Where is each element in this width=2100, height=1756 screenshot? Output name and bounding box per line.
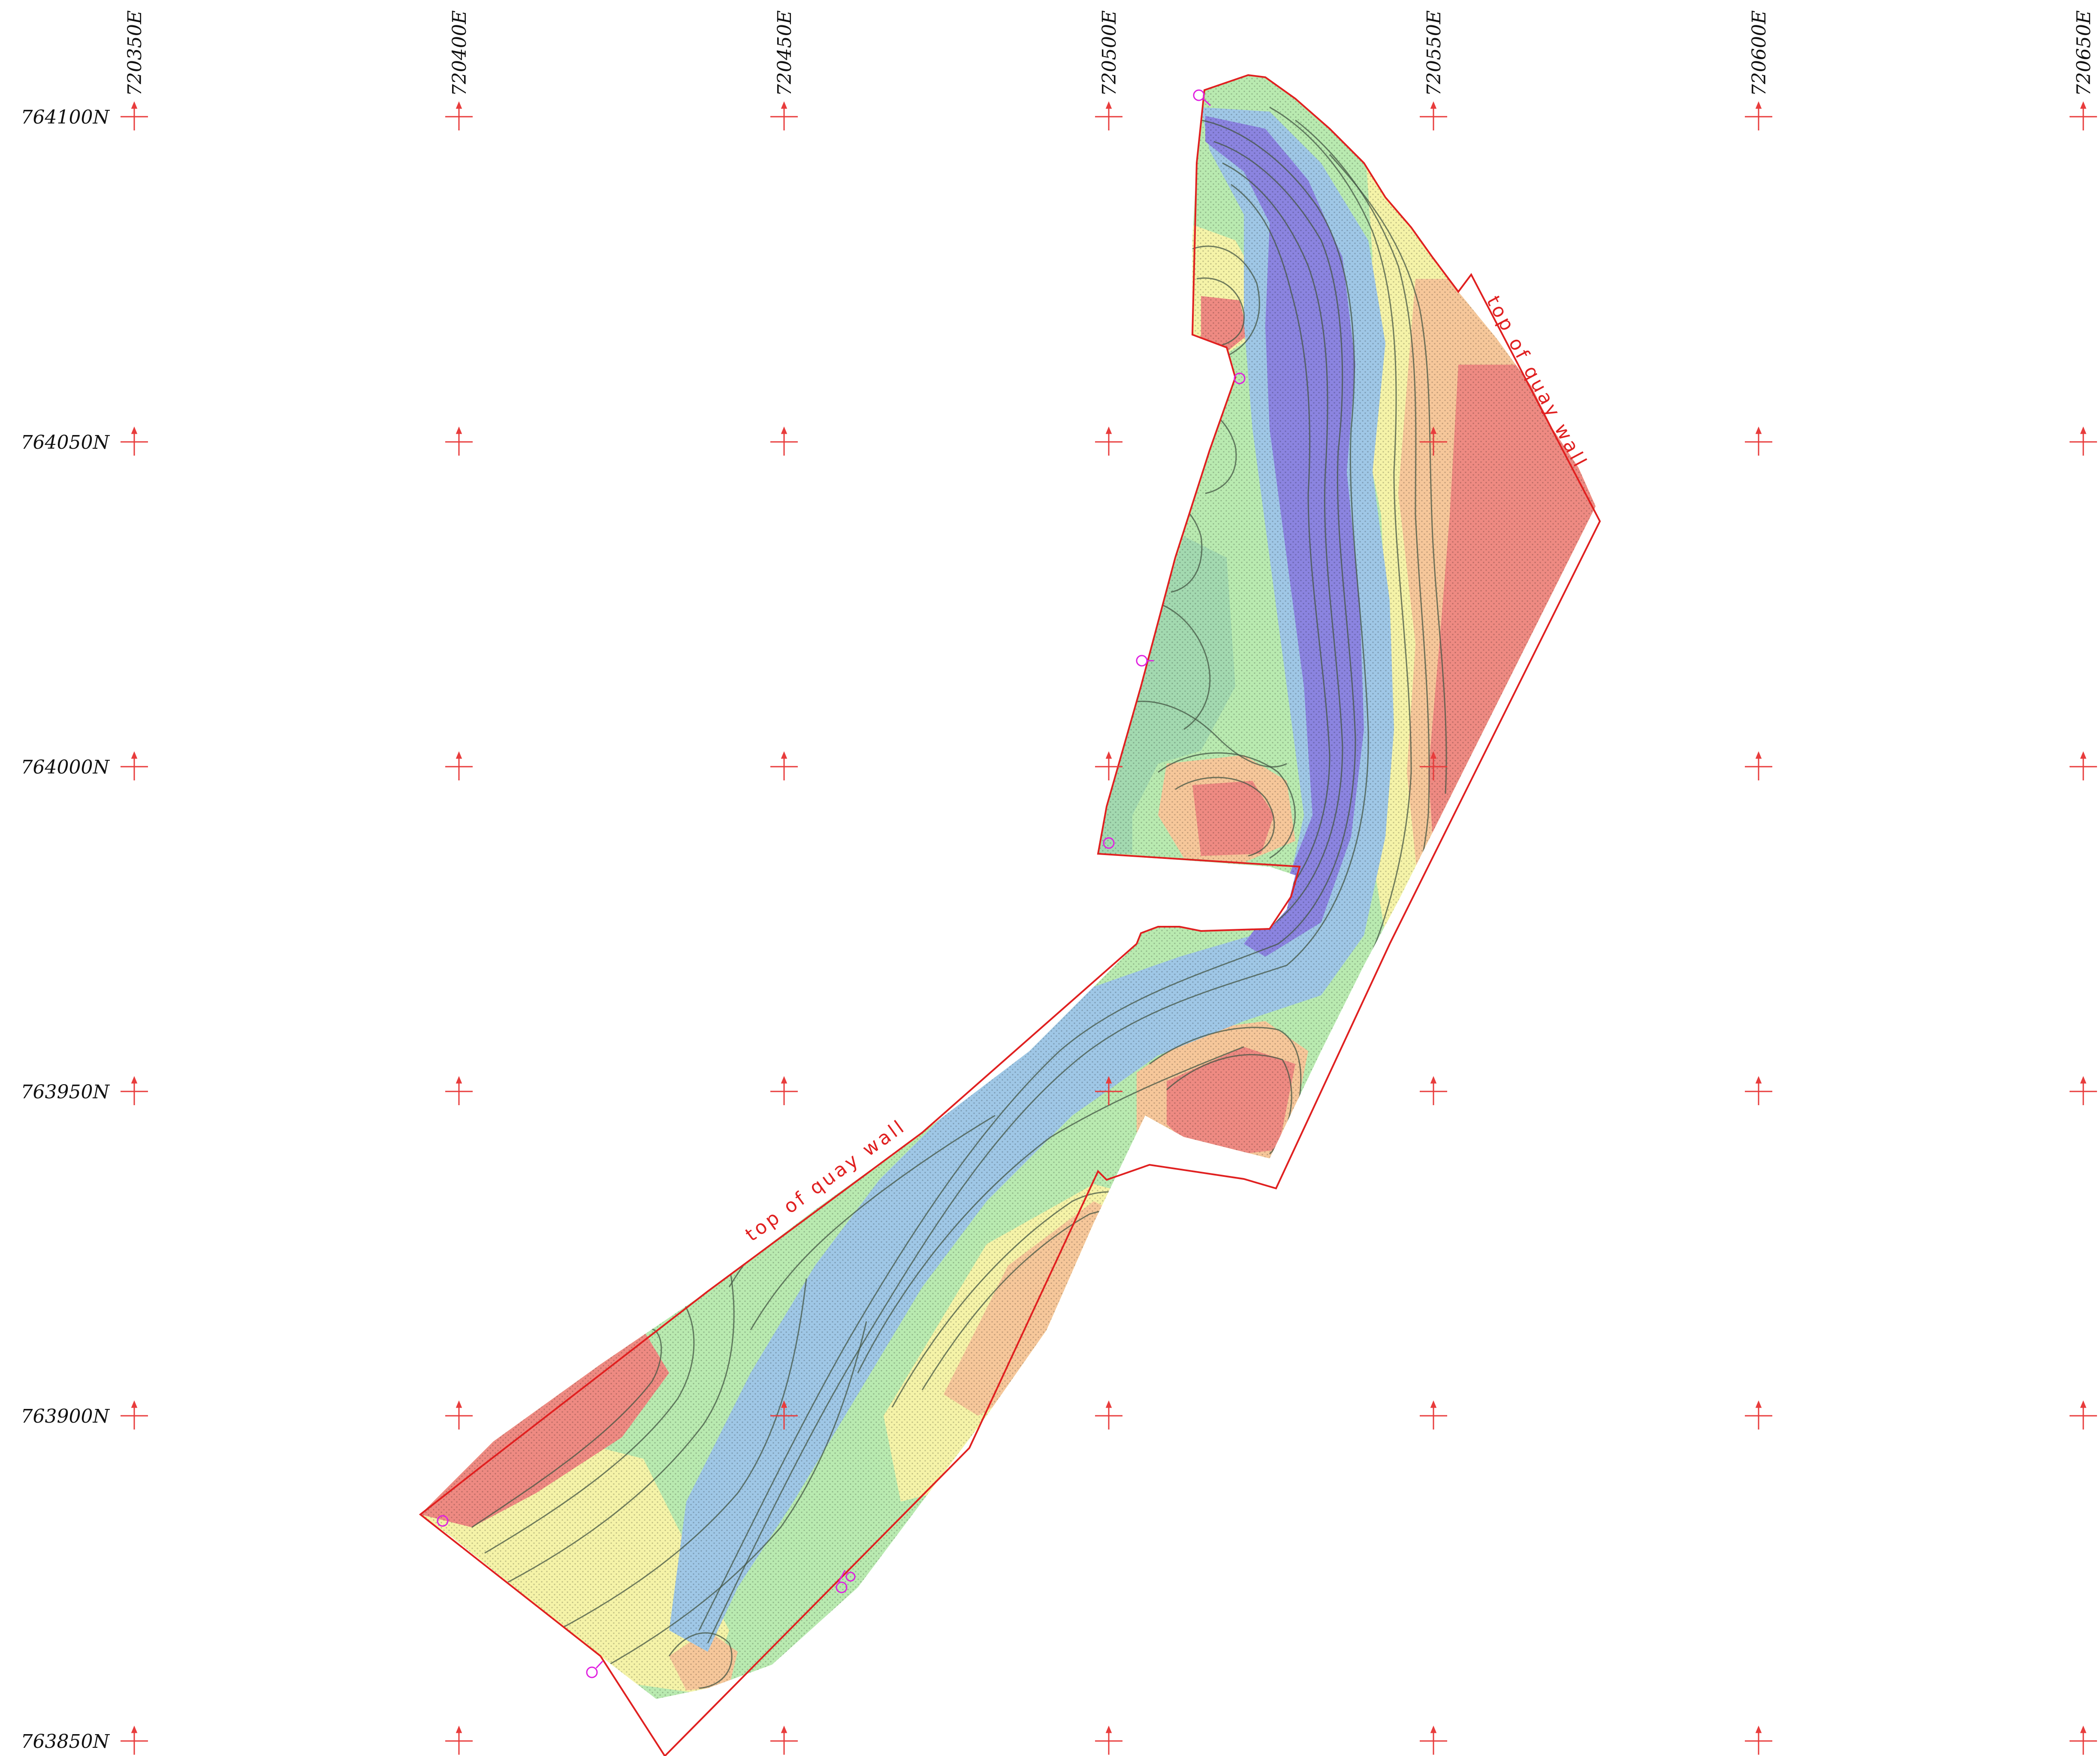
grid-cross: [1420, 751, 1447, 780]
contour-line: [1329, 154, 1447, 794]
contour-line: [707, 119, 1369, 1644]
grid-cross: [121, 1726, 148, 1755]
contour-line: [1222, 162, 1343, 928]
contour-line: [471, 1328, 662, 1528]
grid-cross: [1420, 1076, 1447, 1105]
grid-cross: [2070, 1726, 2097, 1755]
contour-line: [668, 1632, 733, 1689]
grid-cross: [2070, 101, 2097, 130]
grid-cross: [1095, 1076, 1122, 1105]
grid-cross: [121, 101, 148, 130]
grid-cross: [770, 426, 798, 456]
grid-cross: [2070, 751, 2097, 780]
northing-label: 764100N: [21, 106, 110, 128]
grid-cross: [445, 426, 473, 456]
grid-cross: [770, 1076, 798, 1105]
grid-cross: [770, 751, 798, 780]
grid-cross: [121, 751, 148, 780]
station-marker: [1193, 89, 1211, 106]
northing-label: 763850N: [21, 1731, 110, 1753]
grid-cross: [1095, 1726, 1122, 1755]
northing-label: 763950N: [21, 1081, 110, 1103]
grid-cross: [445, 1726, 473, 1755]
survey-boundary: [419, 74, 1601, 1756]
grid-cross: [445, 1076, 473, 1105]
grid-cross: [121, 1400, 148, 1430]
station-marker: [1103, 837, 1115, 849]
station-marker: [1136, 655, 1154, 667]
easting-label: 720650E: [2073, 10, 2095, 96]
station-markers: [437, 89, 1246, 1678]
grid-cross: [1745, 1400, 1772, 1430]
contour-line: [750, 1115, 996, 1330]
station-marker: [836, 1570, 856, 1593]
station-marker: [1234, 372, 1246, 384]
easting-label: 720550E: [1423, 10, 1445, 96]
grid-cross: [121, 1076, 148, 1105]
contour-line: [1123, 701, 1287, 768]
contour-line: [506, 1265, 735, 1584]
easting-label: 720450E: [774, 10, 796, 96]
grid-cross: [1095, 101, 1122, 130]
contour-line: [857, 1046, 1244, 1373]
contour-line: [1231, 184, 1331, 915]
contour-line: [557, 1278, 807, 1631]
contour-line: [1269, 106, 1412, 996]
grid-cross: [1095, 1400, 1122, 1430]
grid-cross: [1745, 101, 1772, 130]
grid-cross: [1420, 101, 1447, 130]
northing-labels: 764100N 764050N 764000N 763950N 763900N 76385…: [21, 106, 110, 1753]
easting-label: 720600E: [1748, 10, 1770, 96]
grid-cross: [1745, 1076, 1772, 1105]
contour-line: [1192, 245, 1260, 357]
northing-label: 764000N: [21, 756, 110, 778]
station-marker: [586, 1660, 603, 1678]
grid-cross: [1420, 1726, 1447, 1755]
easting-label: 720500E: [1098, 10, 1120, 96]
grid-cross: [1745, 1726, 1772, 1755]
grid-cross: [2070, 1400, 2097, 1430]
grid-cross: [770, 1400, 798, 1430]
grid-cross: [1745, 751, 1772, 780]
grid-cross: [1420, 1400, 1447, 1430]
station-marker: [437, 1515, 449, 1527]
northing-label: 764050N: [21, 432, 110, 453]
grid-cross: [2070, 426, 2097, 456]
grid-cross: [770, 1726, 798, 1755]
grid-cross: [445, 751, 473, 780]
contour-line: [1196, 277, 1245, 348]
grid-cross: [770, 101, 798, 130]
easting-label: 720400E: [449, 10, 471, 96]
grid-cross: [445, 1400, 473, 1430]
contour-line: [698, 141, 1356, 1631]
easting-label: 720350E: [124, 10, 146, 96]
contour-line: [1158, 752, 1296, 859]
contour-line: [609, 1321, 867, 1665]
grid-cross: [2070, 1076, 2097, 1105]
grid-cross: [445, 101, 473, 130]
grid-crosses: [121, 101, 2097, 1755]
northing-label: 763900N: [21, 1405, 110, 1427]
easting-labels: 720350E 720400E 720450E 720500E 720550E 72060…: [124, 10, 2095, 96]
grid-cross: [121, 426, 148, 456]
grid-cross: [1095, 751, 1122, 780]
grid-cross: [1095, 426, 1122, 456]
grid-cross: [1745, 426, 1772, 456]
contour-line: [484, 1295, 695, 1554]
grid-cross: [1420, 426, 1447, 456]
contour-line: [1175, 777, 1275, 857]
